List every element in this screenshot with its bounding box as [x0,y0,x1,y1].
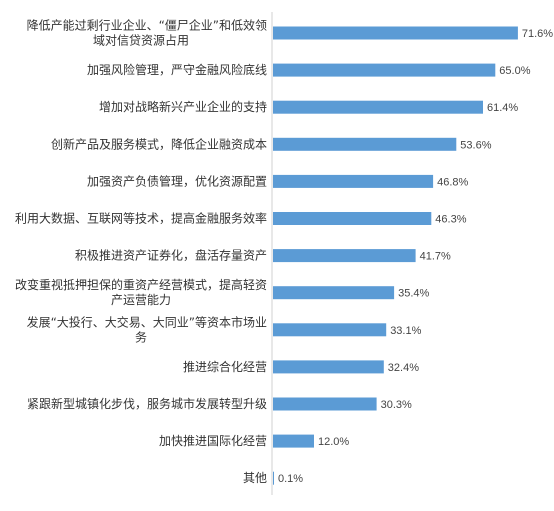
bar-3 [273,137,457,151]
bar-2 [273,100,483,114]
category-label-7-line-0: 改变重视抵押担保的重资产经营模式，提高轻资 [15,277,267,292]
category-label-8-line-0: 发展“大投行、大交易、大同业”等资本市场业 [27,314,267,329]
category-label-11: 加快推进国际化经营 [159,434,267,448]
value-label-0: 71.6% [522,28,553,40]
value-label-7: 35.4% [398,288,429,300]
value-label-12: 0.1% [278,473,303,485]
bar-1 [273,63,496,77]
bar-9 [273,360,384,374]
category-label-0-line-1: 域对信贷资源占用 [93,33,189,48]
value-label-4: 46.8% [437,176,468,188]
bar-0 [273,26,518,40]
category-label-6: 积极推进资产证券化，盘活存量资产 [75,248,267,263]
bar-5 [273,212,432,225]
category-label-1: 加强风险管理，严守金融风险底线 [87,62,267,77]
category-label-0-line-0: 降低产能过剩行业企业、“僵尸企业”和低效领 [27,18,267,33]
value-label-8: 33.1% [390,325,421,337]
value-label-9: 32.4% [388,362,419,374]
bar-4 [273,174,434,188]
category-label-8-line-1: 务 [135,329,147,344]
value-label-2: 61.4% [487,102,518,114]
category-label-4: 加强资产负债管理，优化资源配置 [87,173,267,188]
category-label-7-line-1: 产运营能力 [111,293,171,307]
bar-7 [273,286,395,300]
bar-11 [273,434,314,448]
bar-12 [273,471,274,485]
value-label-3: 53.6% [460,139,491,151]
category-label-2: 增加对战略新兴产业企业的支持 [99,99,267,114]
bar-6 [273,249,416,263]
value-label-10: 30.3% [381,399,412,411]
value-label-1: 65.0% [499,65,530,77]
category-label-3: 创新产品及服务模式，降低企业融资成本 [51,136,267,151]
value-label-11: 12.0% [318,436,349,448]
category-label-12: 其他 [243,471,267,485]
value-label-6: 41.7% [420,251,451,263]
category-label-5: 利用大数据、互联网等技术，提高金融服务效率 [15,211,267,226]
bar-8 [273,323,387,337]
category-label-10: 紧跟新型城镇化步伐，服务城市发展转型升级 [27,396,267,411]
category-label-9: 推进综合化经营 [183,359,267,374]
value-label-5: 46.3% [435,214,466,226]
bar-10 [273,397,377,411]
